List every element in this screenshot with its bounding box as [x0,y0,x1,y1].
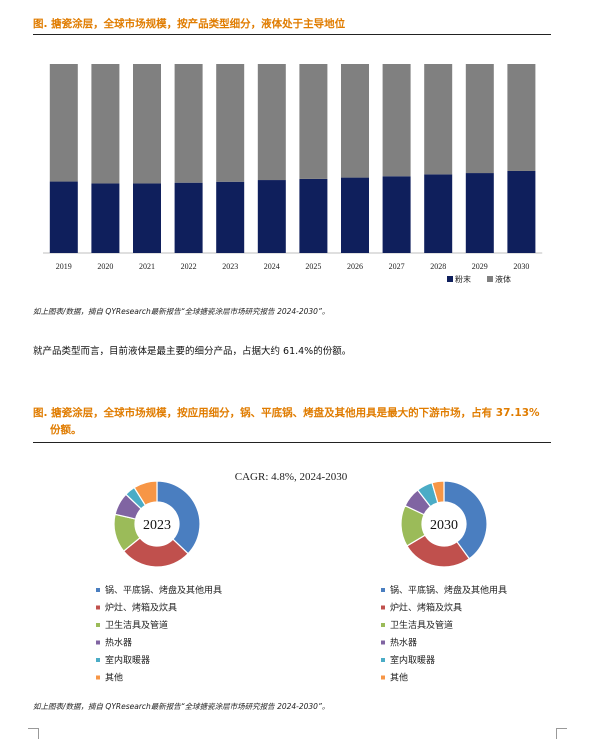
donut-center-label: 2023 [143,518,171,533]
legend-label: 炉灶、烤箱及炊具 [390,602,462,613]
bar-powder-2020 [91,183,120,253]
legend-swatch [381,588,385,592]
legend-swatch [381,640,385,645]
donut-charts: CAGR: 4.8%, 2024-20302023锅、平底锅、烤盘及其他用具炉灶… [96,471,507,683]
figure2-source: 如上图表/数据，摘自 QYResearch最新报告“全球搪瓷涂层市场研究报告 2… [33,702,330,711]
x-tick-label: 2029 [472,262,488,271]
legend-label: 卫生洁具及管道 [105,619,168,630]
bar-liquid-2021 [133,64,161,184]
x-tick-label: 2021 [139,262,155,271]
body-paragraph: 就产品类型而言，目前液体是最主要的细分产品，占据大约 61.4%的份额。 [33,346,352,357]
legend-label: 锅、平底锅、烤盘及其他用具 [105,584,222,595]
legend-label: 卫生洁具及管道 [390,619,453,630]
bar-liquid-2029 [465,64,494,174]
stacked-bar-chart: 2019 2020 2021 2022 2023 2024 2025 2026 2027 2028… [43,64,543,284]
bar-powder-2026 [341,177,369,253]
legend-label: 锅、平底锅、烤盘及其他用具 [390,584,507,595]
page-corner-mark [556,728,567,739]
legend-swatch [96,675,100,680]
x-tick-label: 2019 [56,262,72,271]
donut-slice-2023-5 [133,480,158,507]
bar-powder-2030 [507,170,536,253]
donut-slice-2023-0 [156,480,201,555]
figure1-source: 如上图表/数据，摘自 QYResearch最新报告“全球搪瓷涂层市场研究报告 2… [33,307,330,316]
legend-label: 室内取暖器 [390,654,435,665]
bar-liquid-2030 [507,64,536,171]
figure2-title-line2: 份额。 [50,424,82,436]
figure1-title-rule [33,34,551,35]
bar-powder-2021 [133,183,161,253]
legend-swatch [96,588,100,592]
legend-swatch [96,640,100,645]
x-tick-label: 2025 [305,262,321,271]
donut-slice-2030-0 [443,480,488,560]
x-tick-label: 2023 [222,262,238,271]
bar-liquid-2022 [174,64,203,183]
bar-liquid-2028 [424,64,453,175]
donut-slice-2030-5 [431,480,445,504]
bar-liquid-2020 [91,64,120,184]
legend-swatch [381,623,385,627]
x-tick-label: 2026 [347,262,363,271]
donut-center-label: 2030 [430,518,458,533]
legend-label: 热水器 [390,637,417,648]
bar-liquid-2027 [382,64,411,177]
legend-swatch [381,605,385,610]
bar-powder-2024 [257,180,286,253]
bar-liquid-2023 [216,64,245,182]
legend-swatch [381,658,385,662]
x-tick-label: 2027 [389,262,405,271]
legend-swatch [447,276,453,282]
legend-label: 其他 [390,672,408,683]
x-tick-label: 2030 [513,262,529,271]
bar-powder-2027 [382,176,411,253]
bar-liquid-2024 [257,64,286,181]
legend-swatch [381,675,385,680]
bar-powder-2023 [216,181,245,253]
page-corner-mark [28,728,39,739]
bar-liquid-2026 [341,64,369,178]
legend-label: 粉末 [455,274,471,284]
legend-swatch [96,658,100,662]
legend-label: 室内取暖器 [105,654,150,665]
x-tick-label: 2022 [181,262,197,271]
x-tick-label: 2020 [97,262,113,271]
bar-powder-2028 [424,174,453,253]
legend-swatch [96,623,100,627]
figure2-title-rule [33,442,551,443]
legend-swatch [487,276,493,282]
bar-liquid-2019 [49,64,78,182]
legend-label: 热水器 [105,637,132,648]
figure2-title-line1: 图. 搪瓷涂层，全球市场规模，按应用细分，锅、平底锅、烤盘及其他用具是最大的下游… [33,407,540,419]
x-tick-label: 2024 [264,262,280,271]
legend-label: 其他 [105,672,123,683]
figure1-title: 图. 搪瓷涂层，全球市场规模，按产品类型细分，液体处于主导地位 [33,18,346,30]
chart-subtitle: CAGR: 4.8%, 2024-2030 [235,471,348,483]
x-tick-label: 2028 [430,262,446,271]
legend-label: 液体 [495,274,511,284]
legend-swatch [96,605,100,610]
bar-liquid-2025 [299,64,328,179]
bar-powder-2019 [49,181,78,253]
legend-label: 炉灶、烤箱及炊具 [105,602,177,613]
bar-powder-2022 [174,182,203,253]
bar-powder-2025 [299,178,328,253]
bar-powder-2029 [465,173,494,253]
